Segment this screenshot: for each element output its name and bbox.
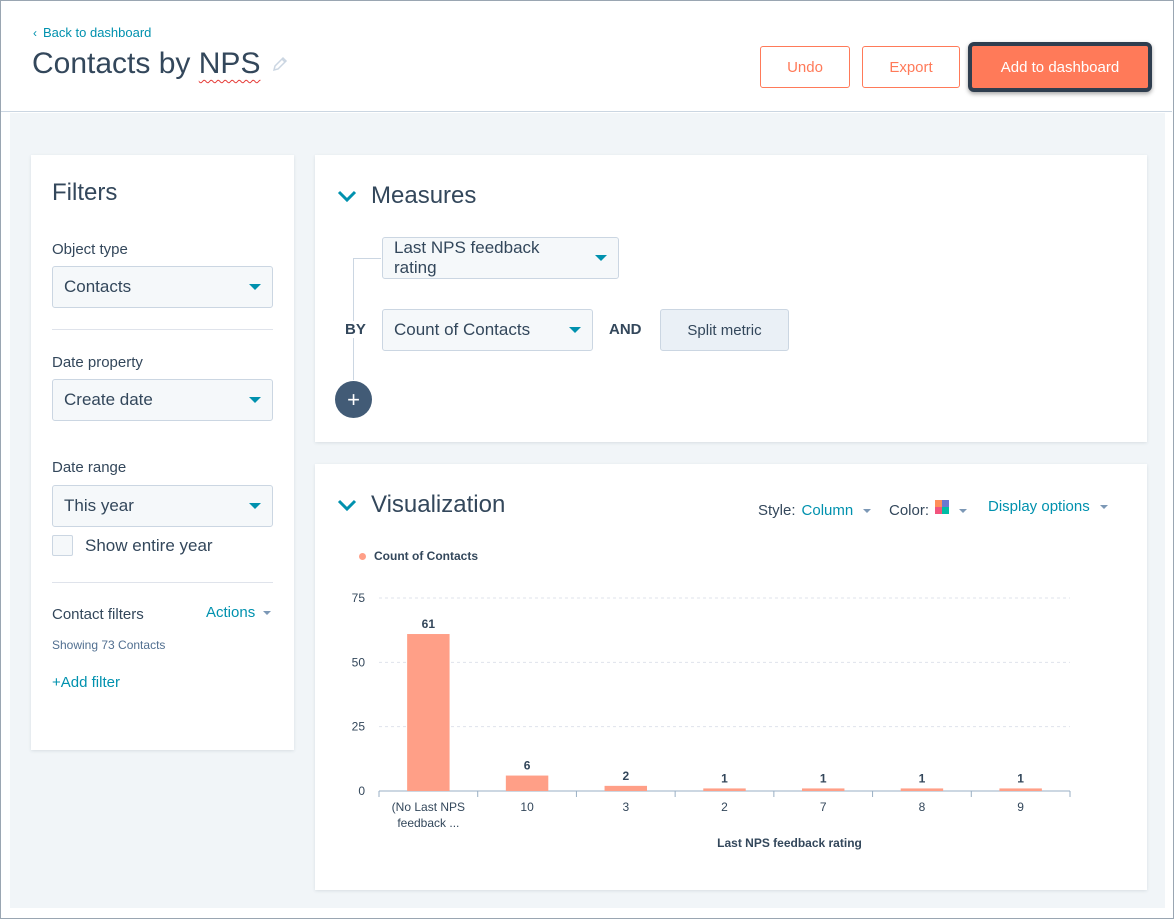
legend-swatch <box>359 552 366 560</box>
display-options-label[interactable]: Display options <box>988 498 1090 515</box>
export-button[interactable]: Export <box>862 46 960 88</box>
caret-down-icon <box>863 508 872 513</box>
style-dropdown[interactable]: Style: Column <box>758 502 872 519</box>
back-to-dashboard-link[interactable]: ‹ Back to dashboard <box>33 25 151 40</box>
chart-bar[interactable] <box>604 785 648 791</box>
caret-down-icon <box>249 397 261 403</box>
date-range-label: Date range <box>52 459 127 476</box>
back-label: Back to dashboard <box>43 25 152 40</box>
add-to-dashboard-button[interactable]: Add to dashboard <box>968 42 1152 92</box>
caret-down-icon <box>249 503 261 509</box>
x-tick-label: 2 <box>721 800 728 814</box>
style-label: Style: <box>758 502 796 519</box>
x-tick-label: 3 <box>622 800 629 814</box>
object-type-value: Contacts <box>64 277 132 296</box>
data-label: 61 <box>422 617 436 631</box>
chart-bar[interactable] <box>703 788 746 791</box>
measures-heading: Measures <box>371 182 477 209</box>
color-palette-icon[interactable] <box>935 499 950 514</box>
actions-label: Actions <box>206 604 256 621</box>
show-entire-year-label: Show entire year <box>85 535 213 555</box>
visualization-heading: Visualization <box>371 491 506 518</box>
chart-bar[interactable] <box>900 788 944 791</box>
display-options-dropdown[interactable]: Display options <box>988 498 1108 515</box>
object-type-select[interactable]: Contacts <box>52 266 273 308</box>
date-property-label: Date property <box>52 354 143 371</box>
visualization-toggle[interactable]: Visualization <box>337 491 505 519</box>
color-dropdown[interactable]: Color: <box>889 499 968 519</box>
actions-dropdown[interactable]: Actions <box>206 604 272 621</box>
chart-bar[interactable] <box>505 775 549 791</box>
y-tick-label: 50 <box>352 655 366 669</box>
measures-panel: Measures Last NPS feedback rating BY Cou… <box>315 155 1147 442</box>
contact-filters-label: Contact filters <box>52 606 144 623</box>
filters-panel: Filters Object type Contacts Date proper… <box>31 155 294 750</box>
data-label: 2 <box>622 769 629 783</box>
x-tick-label: 7 <box>820 800 827 814</box>
data-label: 6 <box>524 759 531 773</box>
measures-toggle[interactable]: Measures <box>337 182 476 210</box>
date-range-value: This year <box>64 496 134 515</box>
chart-legend[interactable]: Count of Contacts <box>359 549 478 563</box>
caret-down-icon <box>959 508 968 513</box>
date-property-select[interactable]: Create date <box>52 379 273 421</box>
page-header: ‹ Back to dashboard Contacts by NPS Undo… <box>1 1 1172 112</box>
title-main: Contacts by <box>32 47 191 80</box>
date-property-value: Create date <box>64 390 153 409</box>
measures-connector <box>353 258 381 380</box>
visualization-panel: Visualization Style: Column Color: Displ… <box>315 464 1147 890</box>
x-tick-label: (No Last NPS <box>392 800 465 814</box>
chevron-down-icon <box>337 499 357 512</box>
pencil-icon[interactable] <box>272 56 288 72</box>
metric-value: Count of Contacts <box>394 320 531 339</box>
caret-down-icon <box>595 255 607 261</box>
y-tick-label: 0 <box>358 784 365 798</box>
split-metric-button[interactable]: Split metric <box>660 309 789 351</box>
x-tick-label: feedback ... <box>397 816 459 830</box>
legend-label: Count of Contacts <box>374 549 478 563</box>
y-tick-label: 75 <box>352 591 366 605</box>
metric-select[interactable]: Count of Contacts <box>382 309 593 351</box>
caret-down-icon <box>569 327 581 333</box>
dimension-select[interactable]: Last NPS feedback rating <box>382 237 619 279</box>
divider <box>52 329 273 330</box>
chart-bar[interactable] <box>801 788 845 791</box>
color-label: Color: <box>889 502 930 519</box>
caret-down-icon <box>249 284 261 290</box>
data-label: 1 <box>721 771 728 785</box>
checkbox-box[interactable] <box>52 535 73 556</box>
date-range-select[interactable]: This year <box>52 485 273 527</box>
data-label: 1 <box>919 771 926 785</box>
caret-down-icon <box>1099 504 1108 509</box>
chart-bar[interactable] <box>407 634 450 791</box>
add-filter-link[interactable]: +Add filter <box>52 674 120 691</box>
x-tick-label: 10 <box>520 800 534 814</box>
by-label: BY <box>343 321 368 338</box>
x-tick-label: 8 <box>919 800 926 814</box>
filters-heading: Filters <box>52 179 118 206</box>
undo-button[interactable]: Undo <box>760 46 850 88</box>
chart-bar[interactable] <box>999 788 1042 791</box>
show-entire-year-checkbox[interactable]: Show entire year <box>52 535 213 556</box>
x-tick-label: 9 <box>1017 800 1024 814</box>
page-title: Contacts by NPS <box>32 47 288 81</box>
plus-icon: + <box>347 386 360 412</box>
x-axis-title: Last NPS feedback rating <box>717 836 862 850</box>
y-tick-label: 25 <box>352 720 366 734</box>
caret-down-icon <box>263 610 272 615</box>
showing-count: Showing 73 Contacts <box>52 638 166 652</box>
data-label: 1 <box>820 771 827 785</box>
chevron-down-icon <box>337 190 357 203</box>
bar-chart: 0 25 50 75 61 (No Last NPS feedback ... 6 10 2 3 1 2… <box>352 591 1071 850</box>
dimension-value: Last NPS feedback rating <box>394 238 540 277</box>
object-type-label: Object type <box>52 241 128 258</box>
style-value[interactable]: Column <box>801 502 854 519</box>
and-label: AND <box>609 321 642 338</box>
add-measure-button[interactable]: + <box>335 381 372 418</box>
data-label: 1 <box>1017 771 1024 785</box>
title-word: NPS <box>198 47 261 80</box>
divider <box>52 582 273 583</box>
chevron-left-icon: ‹ <box>33 25 37 40</box>
